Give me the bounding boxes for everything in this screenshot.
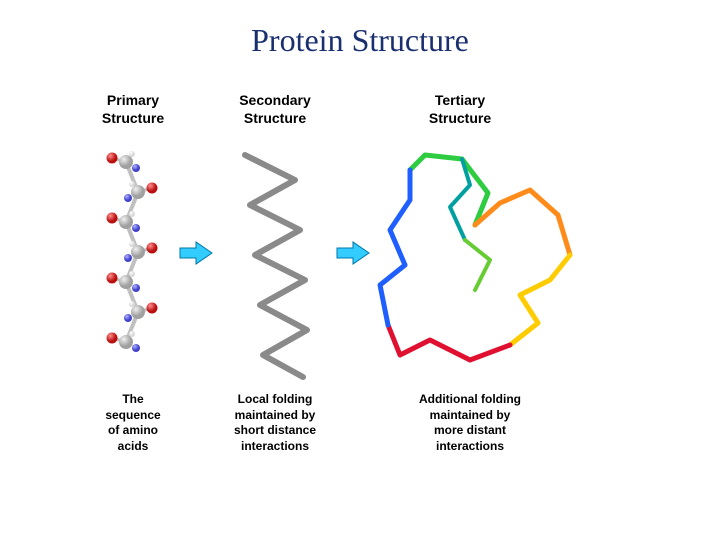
caption-tertiary: Additional foldingmaintained bymore dist…	[385, 392, 555, 454]
arrow-icon	[335, 240, 371, 266]
header-tertiary: TertiaryStructure	[405, 92, 515, 127]
caption-primary: Thesequenceof aminoacids	[88, 392, 178, 454]
header-secondary: SecondaryStructure	[220, 92, 330, 127]
arrow-icon	[178, 240, 214, 266]
page-title: Protein Structure	[0, 0, 720, 59]
secondary-structure-figure	[225, 145, 325, 385]
header-primary: PrimaryStructure	[88, 92, 178, 127]
tertiary-structure-figure	[370, 145, 590, 385]
caption-secondary: Local foldingmaintained byshort distance…	[210, 392, 340, 454]
primary-structure-figure	[100, 150, 170, 380]
protein-structure-diagram: PrimaryStructure SecondaryStructure Tert…	[70, 90, 650, 510]
